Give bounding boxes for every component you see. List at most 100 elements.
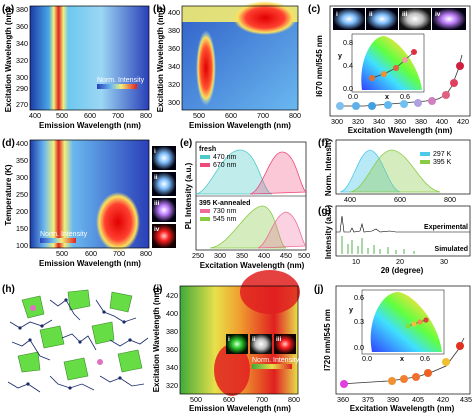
- panel-h-atom: [122, 320, 126, 324]
- panel-f-ylabel: Norm. Intensity: [324, 137, 333, 196]
- panel-b-xtick: 700: [257, 111, 269, 120]
- panel-e-xlabel: Excitation Wavelength (nm): [200, 261, 305, 270]
- panel-g-experimental-trace: [336, 215, 470, 233]
- panel-e-legend-730: 730 nm: [213, 208, 237, 215]
- panel-b-xtick: 600: [225, 111, 237, 120]
- panel-j-xtick: 375: [362, 395, 374, 404]
- panel-i-ytick: 420: [166, 291, 178, 300]
- panel-b-xlabel: Emission Wavelength (nm): [189, 121, 291, 130]
- panel-i-xtick: 700: [256, 395, 268, 404]
- panel-h-ligand: [99, 375, 145, 387]
- panel-c-ball: [428, 97, 436, 105]
- panel-j-cie-ylabel: y: [349, 305, 353, 314]
- panel-b-ytick: 380: [168, 26, 180, 35]
- panel-e-annealed-label: 395 K-annealed: [199, 200, 250, 207]
- panel-c-cie-point: [393, 65, 399, 71]
- panel-i-yticks: 420 400 380 360 340 320: [166, 291, 178, 390]
- panel-j-ratio-balls: [340, 342, 464, 388]
- panel-j-cie-diagram: 0.6 0.3 0.0 0.0 0.6 x y: [349, 289, 445, 363]
- panel-a-label: (a): [2, 4, 14, 15]
- panel-a: (a) Norm. Intensity 400 500 600 700 800 …: [2, 4, 152, 130]
- panel-b-xtick: 500: [193, 111, 205, 120]
- panel-i-ylabel: Excitation Wavelength (nm): [152, 287, 161, 392]
- panel-c-ball: [414, 99, 422, 107]
- panel-e-legend-swatch-730: [200, 209, 210, 213]
- panel-e-legend-swatch-545: [200, 217, 210, 221]
- panel-e-xticks: 250 300 350 400 450 500: [192, 251, 310, 260]
- panel-d-ytick: 200: [16, 207, 28, 216]
- panel-h-pink-sites: [30, 305, 103, 365]
- panel-h-atom: [40, 324, 44, 328]
- panel-j-cie-ytick: 0.3: [354, 317, 364, 326]
- panel-i-xticks: 500 600 700 800: [190, 395, 300, 404]
- panel-j-ball: [442, 358, 450, 366]
- panel-a-xtick: 600: [84, 111, 96, 120]
- panel-c-xtick: 320: [352, 117, 364, 126]
- panel-e-annealed-730-curve: [257, 211, 308, 249]
- panel-j-xtick: 390: [387, 395, 399, 404]
- panel-e-legend-swatch-670: [200, 163, 210, 167]
- panel-i-label: (i): [153, 284, 162, 295]
- panel-c-ball: [450, 79, 458, 87]
- panel-d-legend-bar: [40, 238, 76, 243]
- panel-f-xtick: 800: [444, 195, 456, 204]
- panel-j-xticks: 360 375 390 405 420 435: [337, 395, 472, 404]
- panel-e-legend-swatch-470: [200, 155, 210, 159]
- panel-d-ytick: 350: [16, 156, 28, 165]
- panel-g-experimental-label: Experimental: [424, 224, 468, 231]
- panel-a-yticks: 380 360 340 320 300 290 270: [16, 5, 28, 109]
- panel-j-cie-point: [411, 321, 417, 327]
- panel-j-label: (j): [314, 284, 323, 295]
- panel-d-inset-photo: [152, 172, 176, 196]
- panel-f-legend-swatch-395: [420, 160, 430, 164]
- panel-c-inset-photo: [432, 8, 466, 30]
- panel-c-ratio-balls: [336, 62, 464, 110]
- panel-c-cie-point: [369, 75, 375, 81]
- panel-c-cie-ylabel: y: [338, 51, 342, 60]
- panel-b: (b) 500 600 700 800 400 380 360 340 320 …: [153, 1, 301, 130]
- panel-c-label: (c): [308, 4, 320, 15]
- panel-i-frame: [179, 285, 299, 395]
- panel-c-ball: [368, 102, 376, 110]
- panel-h-atom: [78, 340, 82, 344]
- panel-d-inset-label: ii: [154, 174, 158, 181]
- panel-b-ytick: 400: [168, 8, 180, 17]
- panel-c-cie-point: [411, 49, 417, 55]
- panel-c-xlabel: Excitation Wavelength (nm): [348, 126, 453, 135]
- panel-d-xtick: 500: [56, 249, 68, 258]
- panel-b-label: (b): [153, 4, 166, 15]
- panel-h-polyhedron: [39, 325, 65, 349]
- panel-c-cie-diagram: 0.8 0.4 0.0 0.0 0.6 x y: [338, 33, 425, 101]
- panel-b-ytick: 340: [168, 62, 180, 71]
- panel-c-cie-ytick: 0.0: [343, 84, 353, 93]
- panel-e-xtick: 500: [298, 251, 310, 260]
- panel-h-atom: [28, 338, 32, 342]
- panel-j-xlabel: Excitation Wavelength (nm): [350, 404, 455, 413]
- panel-d: (d) Norm. Intensity i ii iii iv 500 600 …: [2, 138, 176, 268]
- panel-j-cie-ytick: 0.0: [354, 343, 364, 352]
- panel-h-polyhedron: [91, 321, 115, 345]
- panel-e-xtick: 450: [280, 251, 292, 260]
- panel-c-inset-photo: [333, 8, 365, 30]
- panel-i-inset-photo: [226, 334, 248, 354]
- panel-d-ytick: 300: [16, 173, 28, 182]
- panel-f-297k-curve: [339, 149, 401, 193]
- panel-h-atom: [102, 310, 106, 314]
- panel-d-inset-photo: [152, 146, 176, 170]
- panel-d-yticks: 400 350 300 250 200 150 100: [16, 139, 28, 250]
- panel-c-cie-xlabel: x: [385, 92, 389, 101]
- panel-i-inset-label: i: [228, 336, 230, 343]
- panel-a-ytick: 360: [16, 22, 28, 31]
- panel-e-xtick: 300: [214, 251, 226, 260]
- panel-d-ytick: 150: [16, 224, 28, 233]
- panel-b-yticks: 400 380 360 340 320 300: [168, 8, 180, 107]
- panel-a-xtick: 500: [56, 111, 68, 120]
- panel-j-ball: [400, 375, 408, 383]
- panel-a-xtick: 800: [140, 111, 152, 120]
- panel-j-ball: [424, 369, 432, 377]
- panel-i-inset-label: iii: [276, 336, 282, 343]
- panel-c-cie-ytick: 0.8: [343, 38, 353, 47]
- panel-j-ball: [456, 342, 464, 350]
- panel-d-xtick: 800: [140, 249, 152, 258]
- panel-j-ylabel: I720 nm/I545 nm: [323, 309, 332, 371]
